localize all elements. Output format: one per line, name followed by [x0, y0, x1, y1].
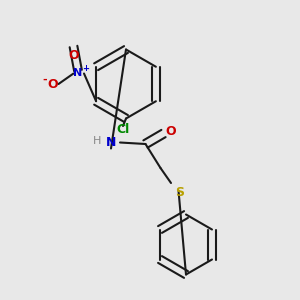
Text: O: O — [47, 77, 58, 91]
Text: Cl: Cl — [116, 123, 130, 136]
Text: S: S — [176, 185, 184, 199]
Text: O: O — [166, 125, 176, 139]
Text: H: H — [93, 136, 102, 146]
Text: N: N — [74, 68, 82, 79]
Text: +: + — [82, 64, 89, 73]
Text: N: N — [106, 136, 116, 149]
Text: -: - — [43, 74, 47, 85]
Text: O: O — [68, 49, 79, 62]
